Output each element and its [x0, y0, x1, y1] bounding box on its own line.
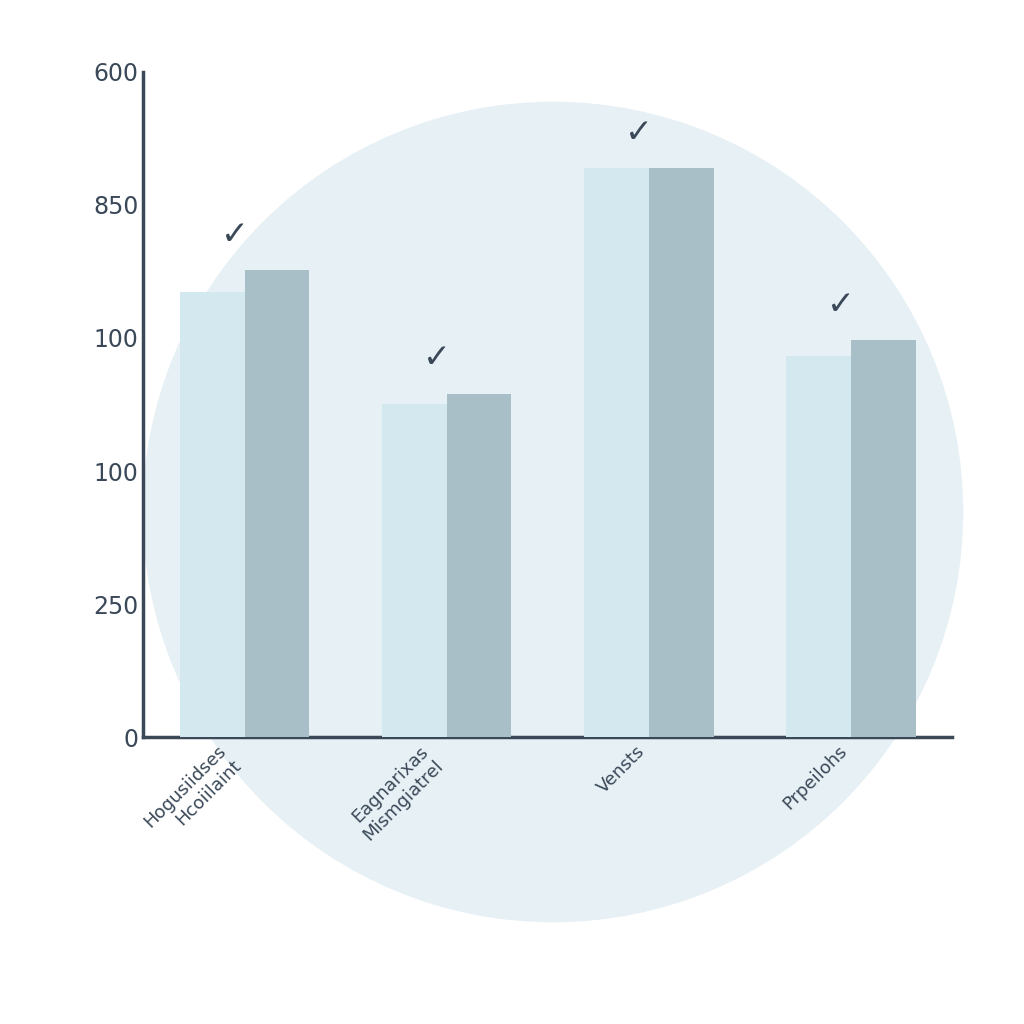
Bar — [382, 404, 446, 737]
Bar — [446, 394, 511, 737]
Bar — [786, 356, 851, 737]
Bar — [245, 270, 309, 737]
Bar — [585, 168, 649, 737]
Bar — [180, 292, 245, 737]
Text: ✓: ✓ — [625, 116, 652, 148]
Text: ✓: ✓ — [423, 341, 451, 375]
Text: ✓: ✓ — [826, 288, 855, 321]
Text: ✓: ✓ — [221, 218, 249, 251]
Bar — [649, 168, 714, 737]
Bar — [851, 340, 915, 737]
